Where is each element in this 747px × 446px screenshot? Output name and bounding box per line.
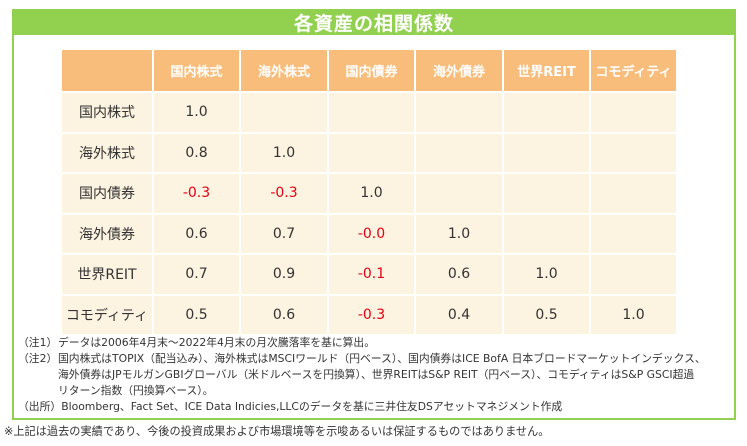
cell-5-1: 0.7	[152, 253, 241, 296]
notes: （注1） データは2006年4月末～2022年4月末の月次騰落率を基に算出。 （…	[18, 335, 734, 415]
note-2-text-line-1: 国内株式はTOPIX（配当込み）、海外株式はMSCIワールド（円ベース）、国内債…	[58, 352, 706, 365]
chart-title: 各資産の相関係数	[293, 12, 454, 35]
table-row-5: 世界REIT 0.7 0.9 -0.1 0.6 1.0	[60, 253, 678, 296]
cell-4-1: 0.6	[152, 212, 241, 255]
cell-1-1: 1.0	[152, 91, 241, 134]
cell-5-6	[589, 253, 678, 296]
cell-2-3	[327, 131, 416, 174]
column-header-5: 世界REIT	[502, 48, 591, 93]
table-row-2: 海外株式 0.8 1.0	[60, 131, 678, 174]
row-label-6: コモディティ	[60, 293, 154, 336]
note-2-label: （注2）	[18, 352, 58, 365]
cell-3-5	[502, 172, 591, 215]
note-indent	[18, 383, 58, 399]
row-label-1: 国内株式	[60, 91, 154, 134]
cell-3-2: -0.3	[239, 172, 329, 215]
note-2-text-line-2: 海外債券はJPモルガンGBIグローバル（米ドルベースを円換算）、世界REITはS…	[58, 368, 695, 381]
column-header-1: 国内株式	[152, 48, 241, 93]
table-header-row: 国内株式 海外株式 国内債券 海外債券 世界REIT コモディティ	[60, 48, 678, 93]
cell-5-3: -0.1	[327, 253, 416, 296]
cell-3-6	[589, 172, 678, 215]
column-header-corner	[60, 48, 154, 93]
cell-4-2: 0.7	[239, 212, 329, 255]
table-body: 国内株式 1.0 海外株式 0.8 1.0 国内債券 -0.3 -0.3 1.0	[60, 91, 678, 336]
cell-1-4	[414, 91, 504, 134]
cell-2-2: 1.0	[239, 131, 329, 174]
cell-1-2	[239, 91, 329, 134]
source-note: （出所） Bloomberg、Fact Set、ICE Data Indicie…	[18, 399, 734, 415]
source-label: （出所）	[18, 400, 62, 413]
cell-3-1: -0.3	[152, 172, 241, 215]
cell-5-5: 1.0	[502, 253, 591, 296]
cell-2-4	[414, 131, 504, 174]
cell-6-6: 1.0	[589, 293, 678, 336]
note-2-continued: 海外債券はJPモルガンGBIグローバル（米ドルベースを円換算）、世界REITはS…	[18, 367, 734, 383]
note-2-text-line-3: リターン指数（円換算ベース）。	[58, 384, 214, 397]
cell-4-5	[502, 212, 591, 255]
note-indent	[18, 367, 58, 383]
note-1-label: （注1）	[18, 336, 58, 349]
cell-6-1: 0.5	[152, 293, 241, 336]
title-bar: 各資産の相関係数	[12, 9, 736, 35]
row-label-4: 海外債券	[60, 212, 154, 255]
cell-6-2: 0.6	[239, 293, 329, 336]
cell-1-6	[589, 91, 678, 134]
row-label-5: 世界REIT	[60, 253, 154, 296]
cell-2-6	[589, 131, 678, 174]
table-row-1: 国内株式 1.0	[60, 91, 678, 134]
table-row-4: 海外債券 0.6 0.7 -0.0 1.0	[60, 212, 678, 255]
disclaimer: ※上記は過去の実績であり、今後の投資成果および市場環境等を示唆あるいは保証するも…	[4, 425, 550, 438]
column-header-4: 海外債券	[414, 48, 504, 93]
cell-4-6	[589, 212, 678, 255]
note-1-text: データは2006年4月末～2022年4月末の月次騰落率を基に算出。	[58, 336, 376, 349]
cell-6-4: 0.4	[414, 293, 504, 336]
cell-5-4: 0.6	[414, 253, 504, 296]
row-label-2: 海外株式	[60, 131, 154, 174]
cell-6-5: 0.5	[502, 293, 591, 336]
source-text: Bloomberg、Fact Set、ICE Data Indicies,LLC…	[61, 400, 563, 413]
note-2-continued: リターン指数（円換算ベース）。	[18, 383, 734, 399]
cell-3-3: 1.0	[327, 172, 416, 215]
correlation-table: 国内株式 海外株式 国内債券 海外債券 世界REIT コモディティ 国内株式 1…	[60, 48, 678, 336]
table-header: 国内株式 海外株式 国内債券 海外債券 世界REIT コモディティ	[60, 48, 678, 93]
cell-5-2: 0.9	[239, 253, 329, 296]
column-header-2: 海外株式	[239, 48, 329, 93]
cell-1-3	[327, 91, 416, 134]
table-row-3: 国内債券 -0.3 -0.3 1.0	[60, 172, 678, 215]
note-2: （注2） 国内株式はTOPIX（配当込み）、海外株式はMSCIワールド（円ベース…	[18, 351, 734, 367]
column-header-3: 国内債券	[327, 48, 416, 93]
cell-4-4: 1.0	[414, 212, 504, 255]
cell-2-1: 0.8	[152, 131, 241, 174]
cell-1-5	[502, 91, 591, 134]
cell-4-3: -0.0	[327, 212, 416, 255]
table-row-6: コモディティ 0.5 0.6 -0.3 0.4 0.5 1.0	[60, 293, 678, 336]
note-1: （注1） データは2006年4月末～2022年4月末の月次騰落率を基に算出。	[18, 335, 734, 351]
cell-2-5	[502, 131, 591, 174]
cell-3-4	[414, 172, 504, 215]
row-label-3: 国内債券	[60, 172, 154, 215]
column-header-6: コモディティ	[589, 48, 678, 93]
cell-6-3: -0.3	[327, 293, 416, 336]
